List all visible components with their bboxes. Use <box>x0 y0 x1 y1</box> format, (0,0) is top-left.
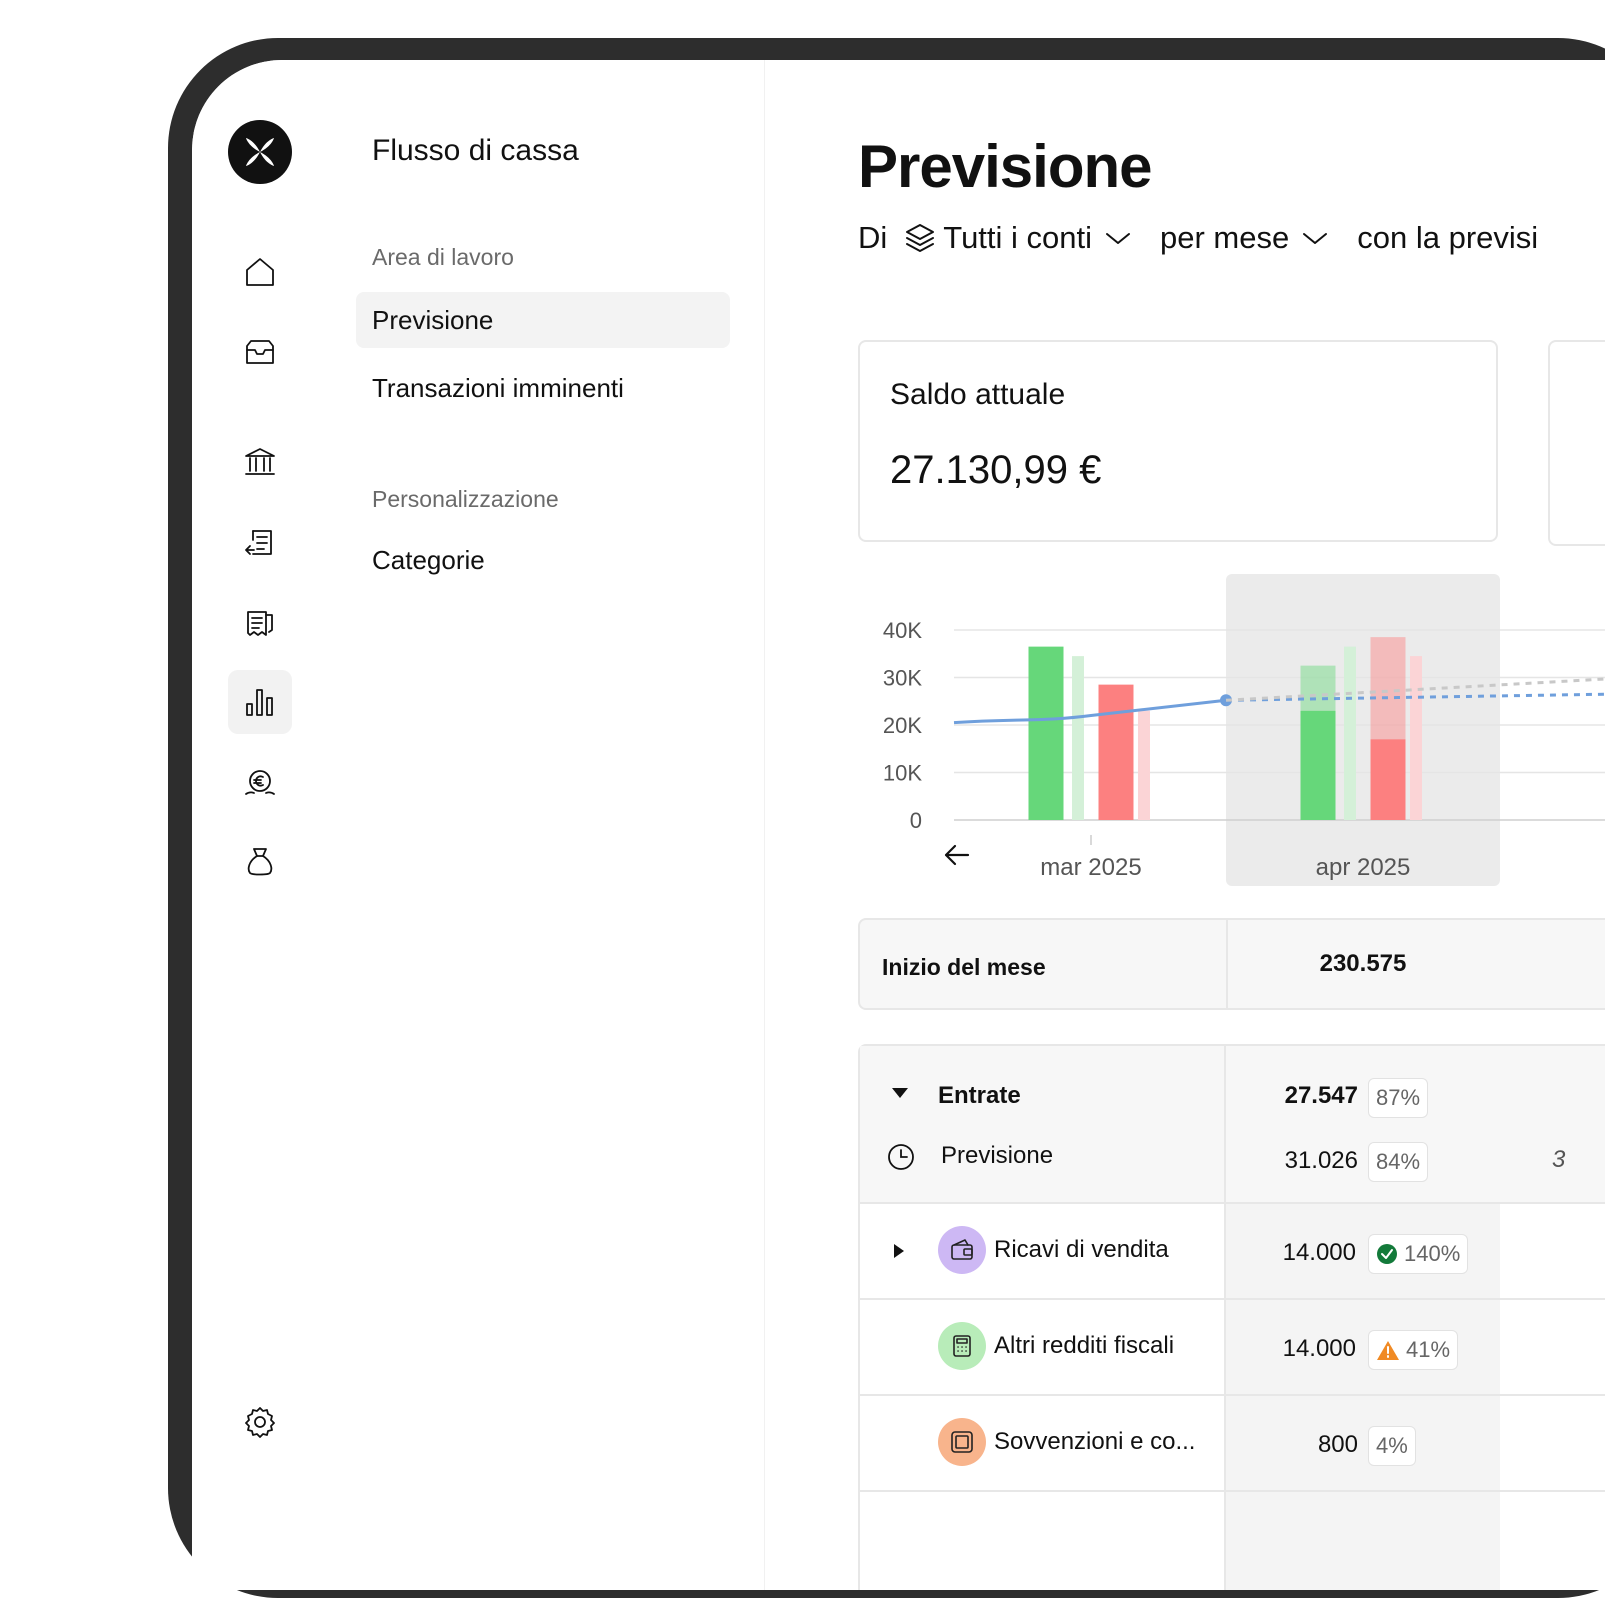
calculator-icon <box>938 1322 986 1370</box>
chart-bar <box>1138 710 1150 820</box>
balance-forecast-line <box>1225 692 1605 702</box>
inbox-icon[interactable] <box>228 320 292 384</box>
current-balance-card: Saldo attuale 27.130,99 € <box>858 340 1498 542</box>
filter-bar: Di Tutti i conti per mese con la previsi <box>858 220 1566 256</box>
category-label[interactable]: Ricavi di vendita <box>994 1236 1169 1263</box>
clock-icon <box>888 1144 914 1170</box>
period-dropdown-label: per mese <box>1160 220 1290 255</box>
accounts-dropdown[interactable]: Tutti i conti <box>903 220 1132 256</box>
y-tick-label: 0 <box>910 808 922 833</box>
app-screen: Flusso di cassa Area di lavoro Prevision… <box>192 60 1605 1590</box>
caret-down-icon[interactable] <box>890 1086 910 1100</box>
check-circle-icon <box>1377 1244 1397 1264</box>
forecast-label: Previsione <box>941 1142 1054 1169</box>
chart-bar <box>1072 656 1084 820</box>
chart-bar <box>1098 684 1134 820</box>
secondary-nav: Flusso di cassa Area di lavoro Prevision… <box>324 60 765 1590</box>
forecast-dropdown[interactable]: con la previsi <box>1357 220 1538 256</box>
warning-icon <box>1377 1341 1399 1360</box>
x-tick-label: apr 2025 <box>1316 854 1411 881</box>
balance-value: 27.130,99 € <box>890 448 1102 492</box>
filter-prefix: Di <box>858 220 888 255</box>
chart-bar <box>1344 646 1356 820</box>
month-start-value: 230.575 <box>1319 950 1407 977</box>
section-title: Flusso di cassa <box>372 134 579 167</box>
chart-bar <box>1370 739 1406 820</box>
category-value: 800 <box>1317 1431 1358 1458</box>
chart-icon[interactable] <box>228 670 292 734</box>
category-value: 14.000 <box>1282 1239 1356 1266</box>
month-start-row: Inizio del mese 230.575 <box>858 918 1605 1010</box>
forecast-percent-badge: 84% <box>1368 1142 1429 1182</box>
nav-group-label-customization: Personalizzazione <box>372 486 559 512</box>
x-tick-label: mar 2025 <box>1040 854 1141 881</box>
layers-icon <box>906 224 935 252</box>
chart-bar <box>1300 710 1336 820</box>
y-tick-label: 30K <box>883 666 922 691</box>
nav-item-categorie[interactable]: Categorie <box>372 544 485 575</box>
balance-line <box>953 698 1227 725</box>
chart-bar <box>1410 656 1422 820</box>
home-icon[interactable] <box>228 240 292 304</box>
nav-group-label-workspace: Area di lavoro <box>372 244 514 270</box>
income-table: Entrate 27.547 87% Previsione 31.026 84%… <box>858 1044 1605 1590</box>
bank-icon[interactable] <box>228 430 292 494</box>
chart-bar-forecast <box>1300 665 1336 711</box>
chevron-down-icon <box>1106 233 1131 244</box>
y-tick-label: 40K <box>883 618 922 643</box>
category-label[interactable]: Sovvenzioni e co... <box>994 1428 1196 1455</box>
wallet-icon <box>938 1226 986 1274</box>
safe-icon <box>938 1418 986 1466</box>
period-dropdown[interactable]: per mese <box>1160 220 1329 256</box>
income-label: Entrate <box>938 1082 1021 1109</box>
main-content: Previsione Di Tutti i conti per mese con… <box>858 60 1605 1590</box>
grey-forecast-line <box>1225 677 1605 702</box>
income-value: 27.547 <box>1284 1082 1358 1109</box>
nav-item-previsione[interactable]: Previsione <box>356 292 730 348</box>
money-bag-icon[interactable] <box>228 830 292 894</box>
next-column-partial: 3 <box>1552 1146 1566 1173</box>
settings-icon[interactable] <box>228 1390 292 1454</box>
logo-icon[interactable] <box>228 120 292 184</box>
y-tick-label: 20K <box>883 713 922 738</box>
invoices-icon[interactable] <box>228 590 292 654</box>
category-value: 14.000 <box>1282 1335 1356 1362</box>
transfers-icon[interactable] <box>228 510 292 574</box>
category-percent-badge: 41% <box>1368 1330 1459 1370</box>
page-title: Previsione <box>858 133 1152 200</box>
chart-bar <box>1028 646 1064 820</box>
balance-label: Saldo attuale <box>890 378 1066 411</box>
secondary-card <box>1548 340 1605 546</box>
chart-bar-forecast <box>1370 637 1406 740</box>
cashflow-chart: 40K 30K 20K 10K 0 mar 2025 apr 2025 <box>883 574 1605 886</box>
category-percent-badge: 140% <box>1368 1234 1469 1274</box>
caret-right-icon[interactable] <box>892 1242 906 1260</box>
category-label[interactable]: Altri redditi fiscali <box>994 1332 1175 1359</box>
nav-item-transazioni-imminenti[interactable]: Transazioni imminenti <box>372 372 624 403</box>
accounts-dropdown-label: Tutti i conti <box>943 220 1093 255</box>
arrow-left-icon[interactable] <box>944 844 970 866</box>
highlighted-month-band <box>1226 574 1500 886</box>
euro-coin-icon[interactable] <box>228 750 292 814</box>
icon-rail <box>192 60 325 1590</box>
income-percent-badge: 87% <box>1368 1078 1429 1118</box>
chevron-down-icon <box>1303 233 1328 244</box>
y-tick-label: 10K <box>883 761 922 786</box>
category-percent-badge: 4% <box>1368 1426 1416 1466</box>
forecast-value: 31.026 <box>1284 1147 1358 1174</box>
forecast-dropdown-label: con la previsi <box>1357 220 1539 255</box>
month-start-label: Inizio del mese <box>882 954 1046 980</box>
